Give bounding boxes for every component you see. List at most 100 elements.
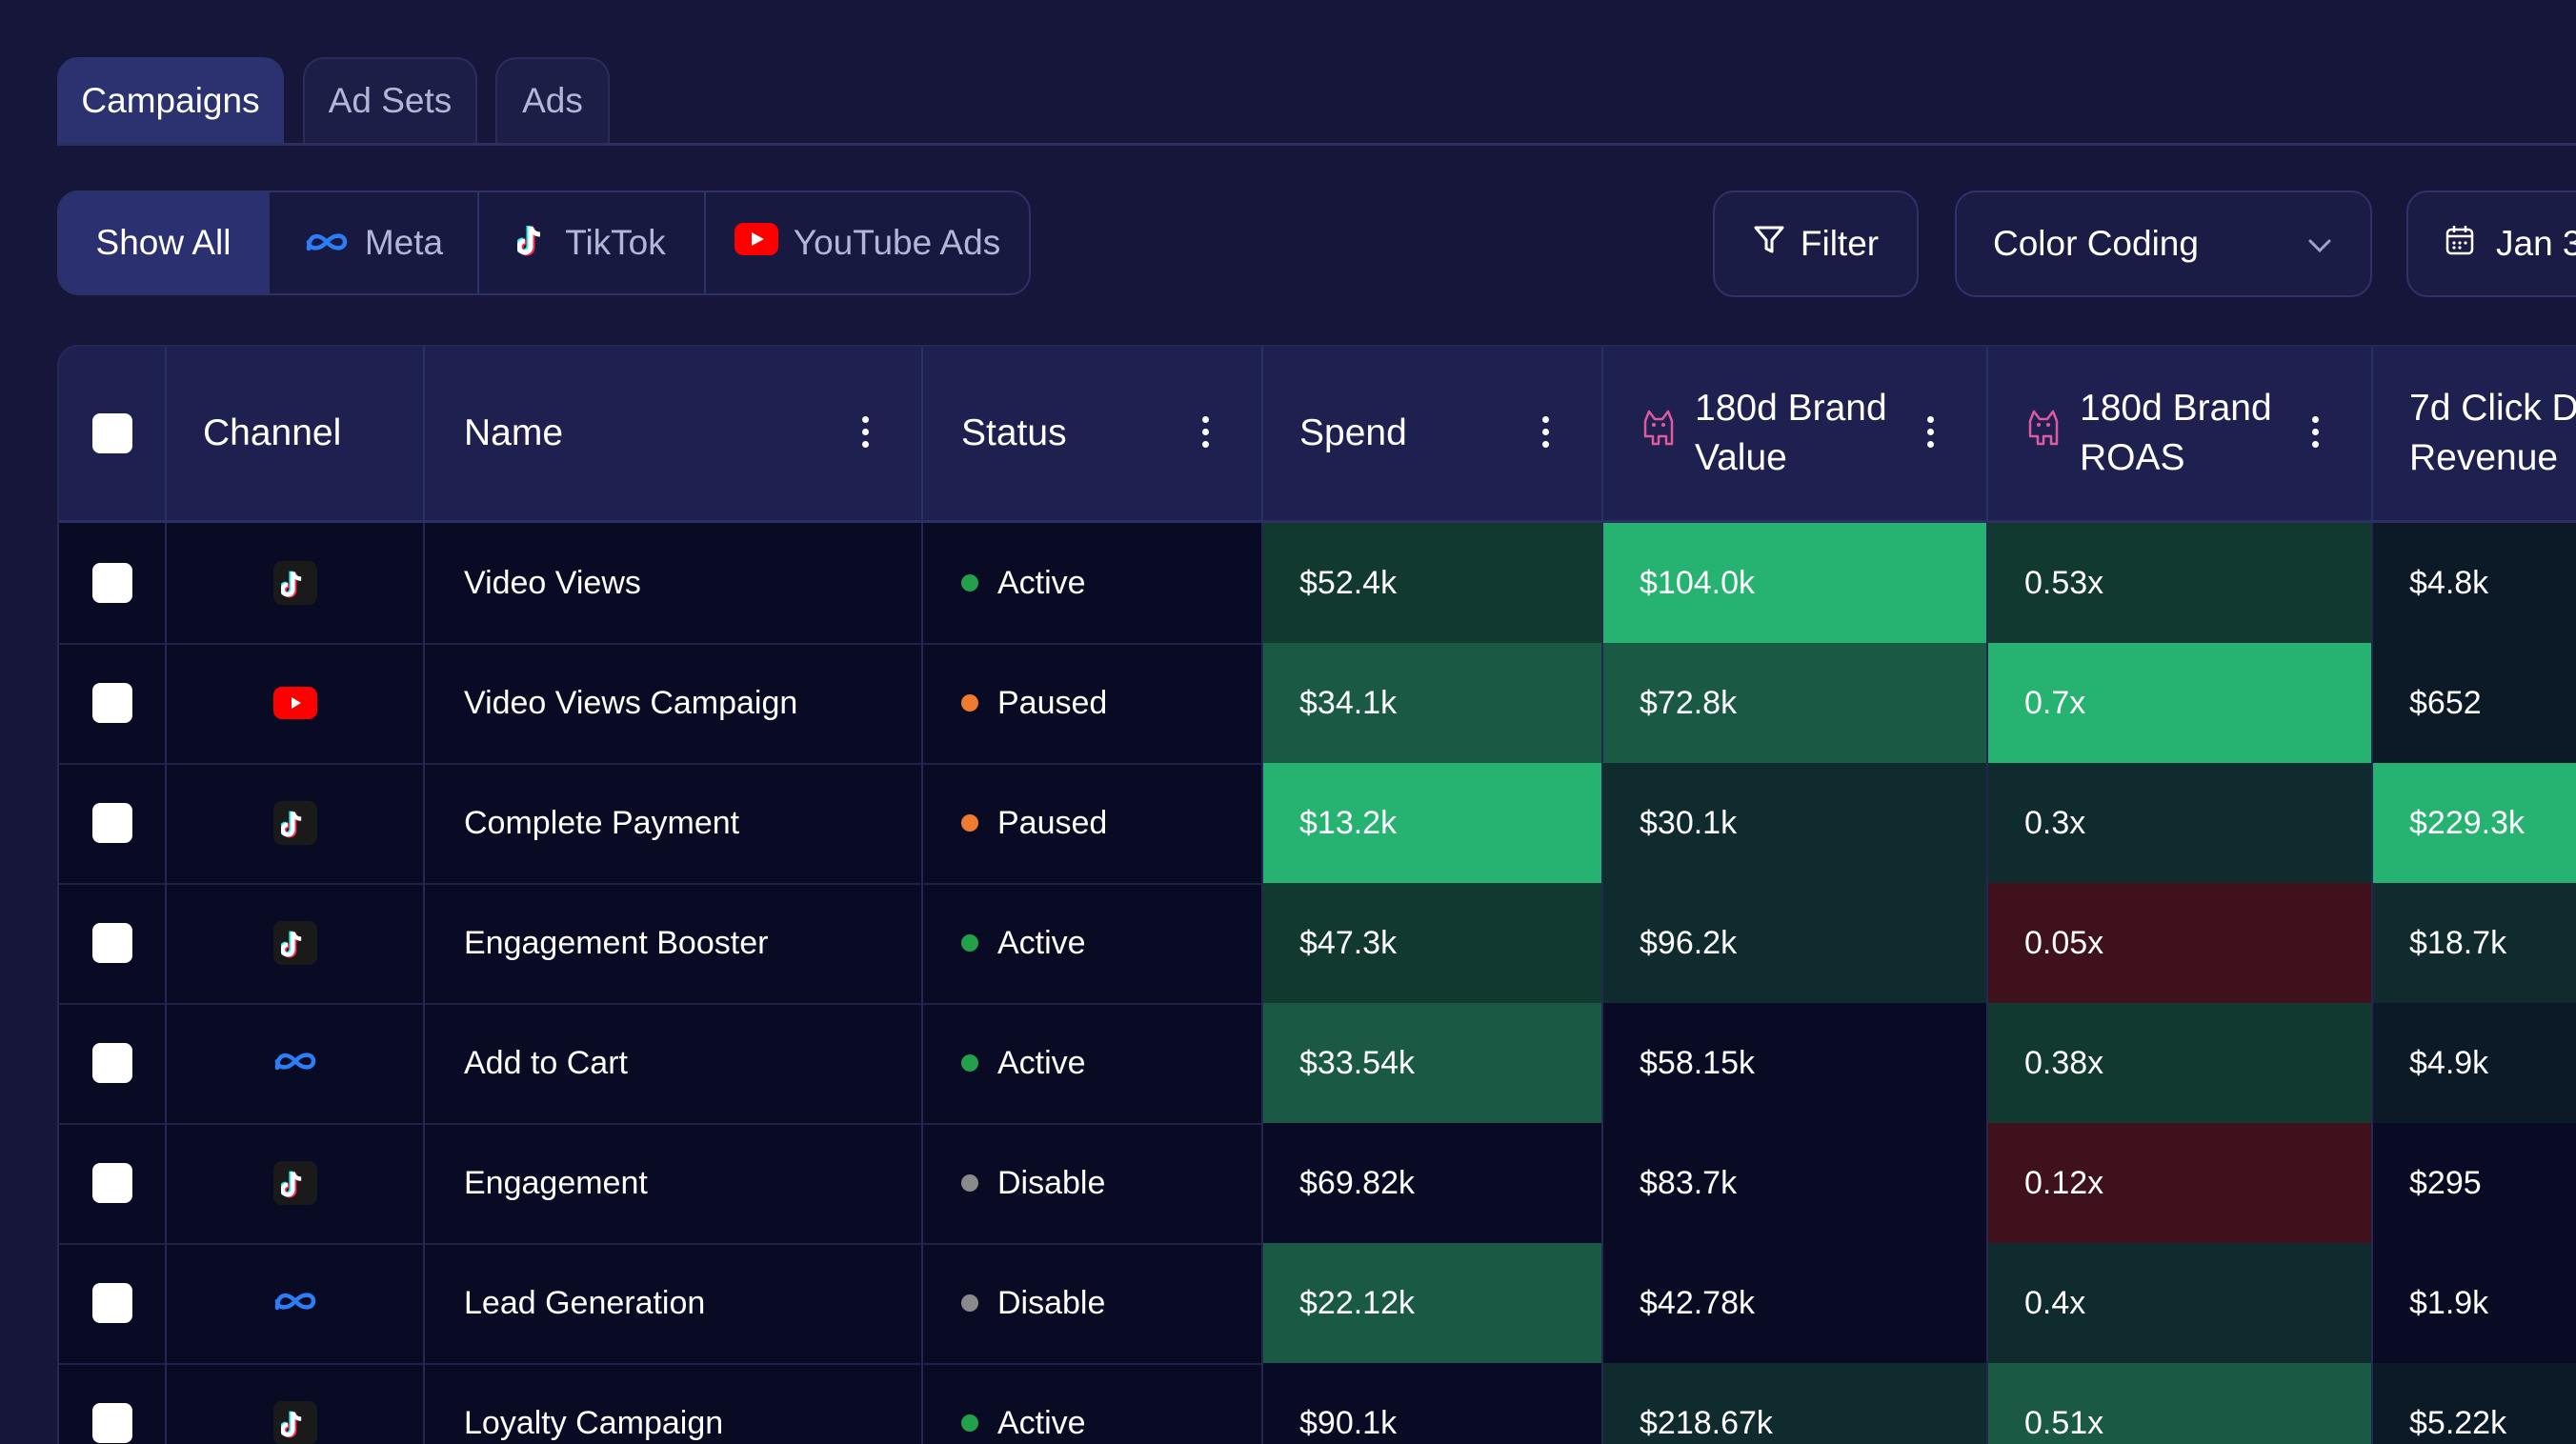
brand-value-value: $72.8k (1640, 684, 1738, 721)
row-checkbox[interactable] (91, 1043, 132, 1083)
status-text: Active (997, 1404, 1086, 1441)
filter-button[interactable]: Filter (1713, 191, 1919, 297)
status-dot-icon (961, 814, 978, 832)
table-header: Channel Name Status Spend 180d Brand Val… (59, 347, 2576, 523)
brand-value-cell: $58.15k (1603, 1003, 1988, 1123)
brand-value-cell: $104.0k (1603, 523, 1988, 643)
tab-ad-sets[interactable]: Ad Sets (303, 57, 477, 143)
click-revenue-value: $5.22k (2409, 1404, 2507, 1441)
date-range-picker[interactable]: Jan 3 (2406, 191, 2576, 297)
name-cell[interactable]: Loyalty Campaign (425, 1363, 923, 1444)
brand-roas-cell: 0.51x (1988, 1363, 2373, 1444)
table-row[interactable]: Loyalty Campaign Active $90.1k $218.67k … (59, 1363, 2576, 1444)
table-row[interactable]: Lead Generation Disable $22.12k $42.78k … (59, 1243, 2576, 1365)
meta-icon (272, 1045, 318, 1082)
brand-roas-value: 0.53x (2024, 564, 2104, 601)
filter-youtube-label: YouTube Ads (793, 223, 1001, 262)
name-cell[interactable]: Engagement (425, 1123, 923, 1243)
status-text: Disable (997, 1284, 1106, 1321)
brand-mascot-icon (1640, 408, 1678, 459)
kebab-menu-icon[interactable] (862, 416, 870, 451)
tiktok-icon (272, 1401, 317, 1444)
tab-ads[interactable]: Ads (495, 57, 610, 143)
kebab-menu-icon[interactable] (2312, 416, 2320, 451)
youtube-icon (734, 222, 778, 264)
campaign-name: Complete Payment (464, 804, 740, 841)
filter-show-all[interactable]: Show All (59, 192, 270, 293)
header-status-label: Status (961, 412, 1067, 453)
table-row[interactable]: Complete Payment Paused $13.2k $30.1k 0.… (59, 763, 2576, 885)
meta-icon (304, 223, 350, 263)
header-click-revenue: 7d Click Di Revenue (2373, 347, 2576, 520)
brand-roas-value: 0.38x (2024, 1044, 2104, 1081)
spend-value: $90.1k (1299, 1404, 1398, 1441)
click-revenue-cell: $295 (2373, 1123, 2576, 1243)
status-cell: Active (923, 883, 1263, 1003)
tab-campaigns[interactable]: Campaigns (57, 57, 284, 143)
channel-cell (167, 643, 425, 763)
brand-value-cell: $30.1k (1603, 763, 1988, 883)
click-revenue-value: $229.3k (2409, 804, 2525, 841)
campaign-name: Video Views Campaign (464, 684, 798, 721)
brand-value-value: $96.2k (1640, 924, 1738, 961)
filter-tiktok[interactable]: TikTok (479, 192, 706, 293)
youtube-icon (272, 687, 317, 719)
kebab-menu-icon[interactable] (1542, 416, 1550, 451)
row-select-cell (59, 1243, 167, 1363)
header-spend-label: Spend (1299, 412, 1407, 453)
header-channel: Channel (167, 347, 425, 520)
row-checkbox[interactable] (91, 803, 132, 843)
row-checkbox[interactable] (91, 923, 132, 963)
header-brand-roas-line1: 180d Brand (2080, 388, 2272, 429)
header-brand-value-line2: Value (1695, 437, 1787, 478)
table-row[interactable]: Video Views Campaign Paused $34.1k $72.8… (59, 643, 2576, 765)
brand-value-value: $58.15k (1640, 1044, 1755, 1081)
campaign-name: Loyalty Campaign (464, 1404, 724, 1441)
brand-roas-cell: 0.12x (1988, 1123, 2373, 1243)
header-name-label: Name (464, 412, 564, 453)
brand-roas-value: 0.12x (2024, 1164, 2104, 1201)
row-checkbox[interactable] (91, 1163, 132, 1203)
tiktok-icon (272, 561, 317, 605)
channel-cell (167, 883, 425, 1003)
row-checkbox[interactable] (91, 1283, 132, 1323)
table-row[interactable]: Add to Cart Active $33.54k $58.15k 0.38x… (59, 1003, 2576, 1125)
name-cell[interactable]: Lead Generation (425, 1243, 923, 1363)
filter-meta[interactable]: Meta (270, 192, 479, 293)
filter-youtube[interactable]: YouTube Ads (706, 192, 1029, 293)
table-row[interactable]: Video Views Active $52.4k $104.0k 0.53x … (59, 523, 2576, 645)
brand-roas-cell: 0.53x (1988, 523, 2373, 643)
color-coding-label: Color Coding (1993, 224, 2199, 263)
click-revenue-value: $18.7k (2409, 924, 2507, 961)
brand-roas-cell: 0.7x (1988, 643, 2373, 763)
status-dot-icon (961, 574, 978, 592)
brand-roas-value: 0.05x (2024, 924, 2104, 961)
status-cell: Paused (923, 643, 1263, 763)
row-checkbox[interactable] (91, 1403, 132, 1443)
name-cell[interactable]: Video Views (425, 523, 923, 643)
row-checkbox[interactable] (91, 683, 132, 723)
status-cell: Active (923, 523, 1263, 643)
status-dot-icon (961, 1414, 978, 1432)
name-cell[interactable]: Engagement Booster (425, 883, 923, 1003)
kebab-menu-icon[interactable] (1202, 416, 1210, 451)
click-revenue-value: $4.9k (2409, 1044, 2489, 1081)
name-cell[interactable]: Add to Cart (425, 1003, 923, 1123)
name-cell[interactable]: Video Views Campaign (425, 643, 923, 763)
row-checkbox[interactable] (91, 563, 132, 603)
tiktok-icon (514, 221, 550, 266)
header-click-revenue-line2: Revenue (2409, 437, 2559, 478)
spend-cell: $13.2k (1263, 763, 1603, 883)
status-cell: Active (923, 1363, 1263, 1444)
spend-cell: $52.4k (1263, 523, 1603, 643)
table-row[interactable]: Engagement Booster Active $47.3k $96.2k … (59, 883, 2576, 1005)
select-all-checkbox[interactable] (91, 413, 132, 453)
header-brand-value: 180d Brand Value (1603, 347, 1988, 520)
brand-value-value: $218.67k (1640, 1404, 1773, 1441)
brand-mascot-icon (2024, 408, 2063, 459)
brand-roas-cell: 0.3x (1988, 763, 2373, 883)
name-cell[interactable]: Complete Payment (425, 763, 923, 883)
table-row[interactable]: Engagement Disable $69.82k $83.7k 0.12x … (59, 1123, 2576, 1245)
color-coding-dropdown[interactable]: Color Coding (1955, 191, 2372, 297)
kebab-menu-icon[interactable] (1927, 416, 1935, 451)
